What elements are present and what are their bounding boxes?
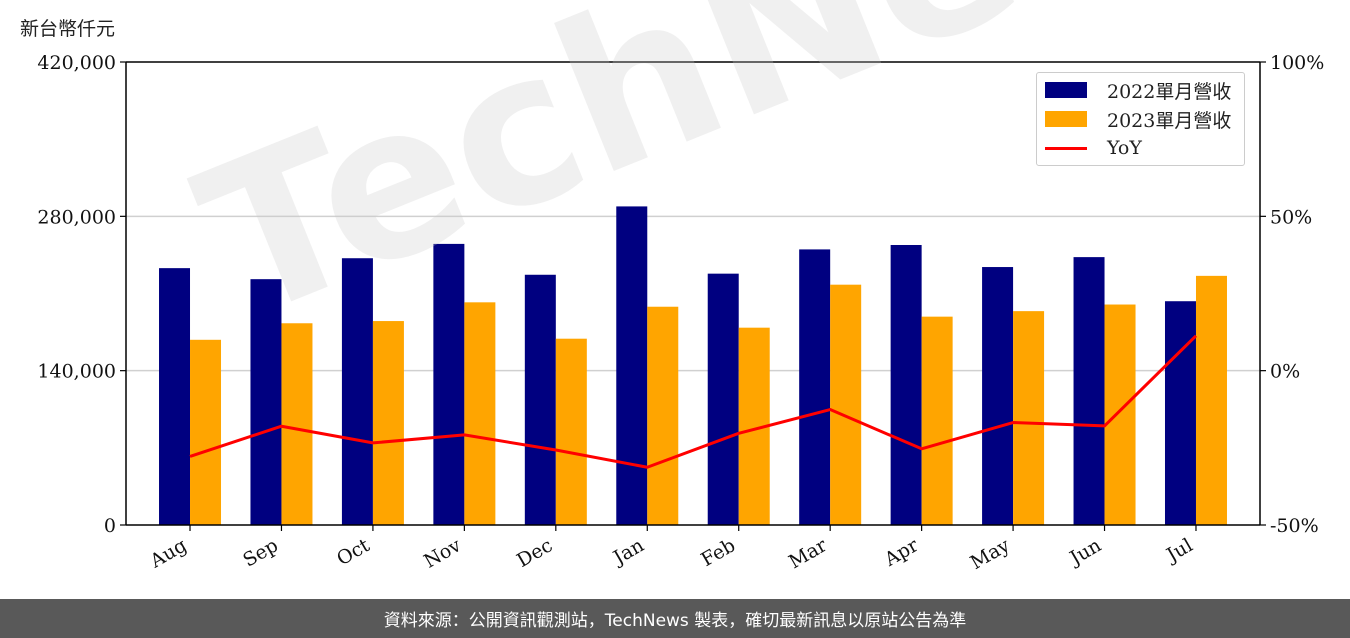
legend-line-yoy <box>1045 146 1087 150</box>
right-tick-label: 0% <box>1270 361 1300 383</box>
bar-2023 <box>1195 275 1227 525</box>
x-tick-label: Jan <box>608 534 648 570</box>
bar-2022 <box>890 244 922 525</box>
legend-label-2022: 2022單月營收 <box>1107 80 1232 103</box>
legend: 2022單月營收 2023單月營收 YoY <box>1036 72 1245 166</box>
unit-label: 新台幣仟元 <box>20 18 116 40</box>
x-tick-label: Dec <box>513 534 556 572</box>
legend-swatch-2022 <box>1045 82 1087 98</box>
bar-2023 <box>647 306 679 525</box>
x-tick-label: Oct <box>333 534 374 570</box>
left-tick-label: 0 <box>104 515 116 537</box>
bar-2023 <box>1104 304 1136 525</box>
bar-2023 <box>830 284 862 525</box>
bar-2022 <box>616 206 648 525</box>
x-tick-label: Mar <box>785 534 831 573</box>
right-tick-label: -50% <box>1270 515 1319 537</box>
x-tick-label: Feb <box>697 534 739 571</box>
left-tick-label: 280,000 <box>37 206 116 228</box>
bar-2022 <box>433 243 465 525</box>
bar-2022 <box>341 258 373 525</box>
source-footer: 資料來源：公開資訊觀測站，TechNews 製表，確切最新訊息以原站公告為準 <box>0 599 1350 638</box>
x-tick-label: Jun <box>1065 534 1106 570</box>
legend-label-2023: 2023單月營收 <box>1107 109 1232 132</box>
x-tick-label: Nov <box>420 534 465 573</box>
chart-area: 0 140,000 280,000 420,000 -50% 0% 50% 100% Aug Se… <box>37 52 1324 574</box>
legend-item-2022: 2022單月營收 <box>1045 79 1232 103</box>
x-tick-label: Aug <box>146 534 191 573</box>
bar-2022 <box>799 249 831 525</box>
legend-item-yoy: YoY <box>1045 137 1142 159</box>
legend-swatch-2023 <box>1045 111 1087 127</box>
yoy-line <box>189 334 1198 469</box>
bar-2023 <box>464 302 496 525</box>
legend-item-2023: 2023單月營收 <box>1045 108 1232 132</box>
bar-2022 <box>707 273 739 525</box>
bar-2022 <box>159 268 191 525</box>
x-tick-label: Sep <box>239 534 282 571</box>
bar-2023 <box>281 323 313 525</box>
bar-2022 <box>982 267 1014 525</box>
bar-2023 <box>921 316 953 525</box>
bar-2022 <box>1073 257 1105 525</box>
bar-2022 <box>250 279 282 525</box>
bar-2023 <box>190 339 222 525</box>
bar-2023 <box>1013 311 1045 525</box>
x-tick-label: Jul <box>1161 534 1196 567</box>
right-tick-label: 50% <box>1270 206 1312 228</box>
bar-2023 <box>372 321 404 525</box>
right-tick-label: 100% <box>1270 52 1324 74</box>
x-tick-label: Apr <box>880 534 923 571</box>
x-tick-label: May <box>967 534 1014 574</box>
legend-label-yoy: YoY <box>1107 137 1142 159</box>
bar-2022 <box>524 274 556 525</box>
left-tick-label: 420,000 <box>37 52 116 74</box>
left-tick-label: 140,000 <box>37 361 116 383</box>
bar-2022 <box>1164 301 1196 525</box>
bar-2023 <box>555 338 587 525</box>
